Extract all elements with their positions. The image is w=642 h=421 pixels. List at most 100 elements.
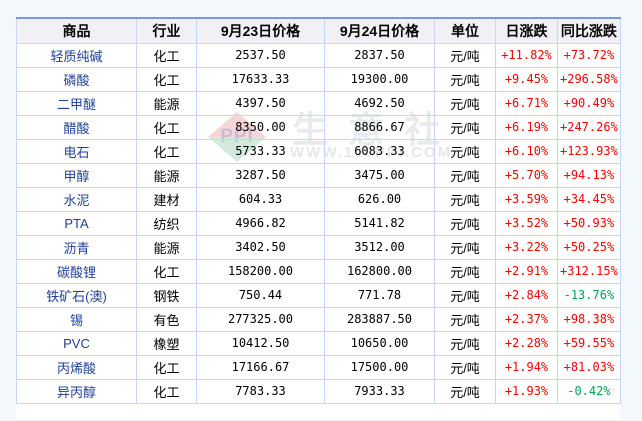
daily-change-cell: +2.91% (495, 258, 558, 284)
daily-change-cell: +6.19% (495, 114, 558, 140)
unit-cell: 元/吨 (434, 114, 496, 140)
table-row: 异丙醇 化工 7783.33 7933.33 元/吨 +1.93% -0.42% (16, 378, 621, 404)
industry-cell: 化工 (136, 258, 197, 284)
industry-cell: 化工 (136, 114, 197, 140)
price-0923-cell: 3287.50 (196, 162, 325, 188)
price-0923-cell: 8350.00 (196, 114, 325, 140)
daily-change-cell: +6.71% (495, 90, 558, 116)
commodity-link[interactable]: 醋酸 (16, 114, 137, 140)
column-header-5: 单位 (434, 17, 496, 44)
unit-cell: 元/吨 (434, 42, 496, 68)
price-0923-cell: 10412.50 (196, 330, 325, 356)
daily-change-cell: +2.28% (495, 330, 558, 356)
column-header-2: 行业 (136, 17, 197, 44)
table-row: 丙烯酸 化工 17166.67 17500.00 元/吨 +1.94% +81.03% (16, 354, 621, 380)
yoy-change-cell: +59.55% (557, 330, 621, 356)
daily-change-cell: +11.82% (495, 42, 558, 68)
industry-cell: 化工 (136, 138, 197, 164)
column-header-3: 9月23日价格 (196, 17, 325, 44)
commodity-link[interactable]: 磷酸 (16, 66, 137, 92)
table-row: 电石 化工 5733.33 6083.33 元/吨 +6.10% +123.93% (16, 138, 621, 164)
unit-cell: 元/吨 (434, 162, 496, 188)
industry-cell: 橡塑 (136, 330, 197, 356)
yoy-change-cell: +81.03% (557, 354, 621, 380)
price-0924-cell: 4692.50 (324, 90, 435, 116)
price-0923-cell: 158200.00 (196, 258, 325, 284)
column-header-1: 商品 (16, 17, 137, 44)
table-row: 沥青 能源 3402.50 3512.00 元/吨 +3.22% +50.25% (16, 234, 621, 260)
price-0924-cell: 626.00 (324, 186, 435, 212)
table-row: 醋酸 化工 8350.00 8866.67 元/吨 +6.19% +247.26% (16, 114, 621, 140)
price-0923-cell: 750.44 (196, 282, 325, 308)
daily-change-cell: +3.22% (495, 234, 558, 260)
table-row: 磷酸 化工 17633.33 19300.00 元/吨 +9.45% +296.58% (16, 66, 621, 92)
table-row: 铁矿石(澳) 钢铁 750.44 771.78 元/吨 +2.84% -13.76% (16, 282, 621, 308)
price-0924-cell: 5141.82 (324, 210, 435, 236)
commodity-link[interactable]: 轻质纯碱 (16, 42, 137, 68)
yoy-change-cell: +247.26% (557, 114, 621, 140)
commodity-link[interactable]: 异丙醇 (16, 378, 137, 404)
unit-cell: 元/吨 (434, 66, 496, 92)
unit-cell: 元/吨 (434, 330, 496, 356)
yoy-change-cell: +123.93% (557, 138, 621, 164)
industry-cell: 化工 (136, 42, 197, 68)
price-0924-cell: 10650.00 (324, 330, 435, 356)
price-0924-cell: 17500.00 (324, 354, 435, 380)
industry-cell: 能源 (136, 234, 197, 260)
commodity-link[interactable]: 水泥 (16, 186, 137, 212)
price-0924-cell: 3512.00 (324, 234, 435, 260)
price-0923-cell: 17166.67 (196, 354, 325, 380)
daily-change-cell: +1.94% (495, 354, 558, 380)
table-row: 轻质纯碱 化工 2537.50 2837.50 元/吨 +11.82% +73.72% (16, 42, 621, 68)
price-0923-cell: 277325.00 (196, 306, 325, 332)
industry-cell: 能源 (136, 162, 197, 188)
table-row: 水泥 建材 604.33 626.00 元/吨 +3.59% +34.45% (16, 186, 621, 212)
unit-cell: 元/吨 (434, 234, 496, 260)
commodity-link[interactable]: 二甲醚 (16, 90, 137, 116)
unit-cell: 元/吨 (434, 90, 496, 116)
column-header-4: 9月24日价格 (324, 17, 435, 44)
yoy-change-cell: +34.45% (557, 186, 621, 212)
yoy-change-cell: +312.15% (557, 258, 621, 284)
industry-cell: 化工 (136, 66, 197, 92)
table-row: 甲醇 能源 3287.50 3475.00 元/吨 +5.70% +94.13% (16, 162, 621, 188)
price-0923-cell: 604.33 (196, 186, 325, 212)
industry-cell: 有色 (136, 306, 197, 332)
commodity-link[interactable]: 沥青 (16, 234, 137, 260)
yoy-change-cell: +94.13% (557, 162, 621, 188)
commodity-link[interactable]: PTA (16, 210, 137, 236)
unit-cell: 元/吨 (434, 210, 496, 236)
price-0923-cell: 3402.50 (196, 234, 325, 260)
price-0923-cell: 4966.82 (196, 210, 325, 236)
price-0923-cell: 17633.33 (196, 66, 325, 92)
industry-cell: 纺织 (136, 210, 197, 236)
unit-cell: 元/吨 (434, 186, 496, 212)
daily-change-cell: +9.45% (495, 66, 558, 92)
unit-cell: 元/吨 (434, 378, 496, 404)
column-header-7: 同比涨跌 (557, 17, 621, 44)
commodity-link[interactable]: 电石 (16, 138, 137, 164)
industry-cell: 能源 (136, 90, 197, 116)
daily-change-cell: +2.84% (495, 282, 558, 308)
table-row: PVC 橡塑 10412.50 10650.00 元/吨 +2.28% +59.55% (16, 330, 621, 356)
unit-cell: 元/吨 (434, 258, 496, 284)
commodity-link[interactable]: 铁矿石(澳) (16, 282, 137, 308)
daily-change-cell: +2.37% (495, 306, 558, 332)
yoy-change-cell: +73.72% (557, 42, 621, 68)
commodity-link[interactable]: PVC (16, 330, 137, 356)
price-0924-cell: 3475.00 (324, 162, 435, 188)
commodity-link[interactable]: 甲醇 (16, 162, 137, 188)
table-row: 碳酸锂 化工 158200.00 162800.00 元/吨 +2.91% +312.15% (16, 258, 621, 284)
yoy-change-cell: -13.76% (557, 282, 621, 308)
price-0924-cell: 283887.50 (324, 306, 435, 332)
daily-change-cell: +6.10% (495, 138, 558, 164)
yoy-change-cell: -0.42% (557, 378, 621, 404)
yoy-change-cell: +296.58% (557, 66, 621, 92)
table-header-row: 商品 行业 9月23日价格 9月24日价格 单位 日涨跌 同比涨跌 (16, 17, 621, 44)
commodity-link[interactable]: 丙烯酸 (16, 354, 137, 380)
commodity-link[interactable]: 锡 (16, 306, 137, 332)
industry-cell: 钢铁 (136, 282, 197, 308)
price-0924-cell: 7933.33 (324, 378, 435, 404)
table-row: 二甲醚 能源 4397.50 4692.50 元/吨 +6.71% +90.49% (16, 90, 621, 116)
commodity-link[interactable]: 碳酸锂 (16, 258, 137, 284)
